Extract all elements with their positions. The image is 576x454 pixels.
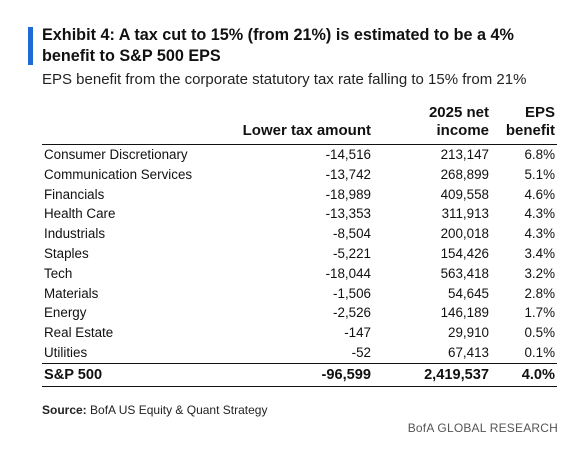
lower-tax-amount: -18,044 [325, 265, 371, 281]
header-eps-benefit-line2: benefit [505, 122, 555, 139]
header-eps-benefit: EPS benefit [491, 104, 557, 145]
lower-tax-amount: -52 [351, 344, 371, 360]
header-net-income: 2025 net income [373, 104, 491, 145]
header-lower-tax-amount: Lower tax amount [218, 104, 373, 145]
lower-tax-amount: -2,526 [333, 305, 371, 321]
net-income: 563,418 [440, 265, 489, 281]
table-row: Consumer Discretionary -14,516 213,147 6.8% [42, 145, 557, 165]
net-income: 154,426 [440, 245, 489, 261]
eps-benefit: 6.8% [524, 147, 555, 162]
net-income: 54,645 [448, 285, 489, 301]
table-row: Materials -1,506 54,645 2.8% [42, 284, 557, 304]
lower-tax-amount: -13,742 [325, 166, 371, 182]
net-income: 409,558 [440, 186, 489, 202]
lower-tax-amount: -1,506 [333, 285, 371, 301]
total-label: S&P 500 [42, 362, 218, 387]
table-row: Energy -2,526 146,189 1.7% [42, 303, 557, 323]
sector-name: Utilities [44, 344, 88, 360]
sector-name: Real Estate [44, 325, 114, 341]
total-row: S&P 500 -96,599 2,419,537 4.0% [42, 362, 557, 387]
sector-name: Staples [44, 245, 89, 261]
net-income: 67,413 [448, 344, 489, 360]
table-row: Staples -5,221 154,426 3.4% [42, 244, 557, 264]
eps-benefit: 4.3% [524, 206, 555, 222]
header-eps-benefit-line1: EPS [524, 104, 555, 121]
sector-name: Communication Services [44, 166, 193, 182]
lower-tax-amount: -14,516 [325, 147, 371, 162]
net-income: 311,913 [441, 206, 489, 222]
total-eps-benefit: 4.0% [491, 362, 557, 387]
brand-label: BofA GLOBAL RESEARCH [407, 421, 558, 435]
source-note: Source: BofA US Equity & Quant Strategy [42, 403, 267, 417]
sector-name: Consumer Discretionary [44, 147, 188, 162]
eps-benefit: 3.2% [524, 265, 555, 281]
net-income: 29,910 [448, 325, 489, 341]
table-row: Tech -18,044 563,418 3.2% [42, 264, 557, 284]
header-net-income-line2: income [436, 122, 489, 139]
total-lower-tax-amount: -96,599 [218, 362, 373, 387]
lower-tax-amount: -5,221 [333, 245, 371, 261]
source-text: BofA US Equity & Quant Strategy [86, 403, 268, 417]
table-row: Utilities -52 67,413 0.1% [42, 343, 557, 363]
eps-benefit: 5.1% [524, 166, 555, 182]
sector-name: Financials [44, 186, 105, 202]
title-accent-bar [28, 27, 33, 65]
net-income: 268,899 [440, 166, 489, 182]
header-net-income-line1: 2025 net [428, 104, 489, 121]
lower-tax-amount: -8,504 [333, 226, 371, 242]
lower-tax-amount: -147 [344, 325, 371, 341]
lower-tax-amount: -18,989 [325, 186, 371, 202]
sector-name: Energy [44, 305, 87, 321]
table-row: Industrials -8,504 200,018 4.3% [42, 224, 557, 244]
eps-benefit: 4.3% [524, 226, 555, 242]
eps-benefit: 1.7% [524, 305, 555, 321]
table-row: Communication Services -13,742 268,899 5.1% [42, 165, 557, 185]
eps-benefit: 4.6% [524, 186, 555, 202]
table-header-row: Lower tax amount 2025 net income EPS benef… [42, 104, 557, 145]
source-label: Source: [42, 403, 87, 417]
lower-tax-amount: -13,353 [325, 206, 371, 222]
sector-name: Industrials [44, 226, 106, 242]
eps-benefit: 0.5% [524, 325, 555, 341]
eps-benefit: 2.8% [524, 285, 555, 301]
total-net-income: 2,419,537 [373, 362, 491, 387]
eps-benefit: 0.1% [524, 344, 555, 360]
exhibit-title: Exhibit 4: A tax cut to 15% (from 21%) i… [42, 26, 514, 65]
header-sector [42, 104, 218, 145]
sector-name: Tech [44, 265, 73, 281]
sector-name: Materials [44, 285, 99, 301]
table-row: Financials -18,989 409,558 4.6% [42, 185, 557, 205]
exhibit-subtitle: EPS benefit from the corporate statutory… [42, 71, 527, 88]
eps-benefit-table: Lower tax amount 2025 net income EPS benef… [42, 104, 557, 387]
table-row: Health Care -13,353 311,913 4.3% [42, 204, 557, 224]
sector-name: Health Care [44, 206, 116, 222]
net-income: 213,147 [440, 147, 489, 162]
net-income: 200,018 [440, 226, 489, 242]
net-income: 146,189 [440, 305, 489, 321]
eps-benefit: 3.4% [524, 245, 555, 261]
table-row: Real Estate -147 29,910 0.5% [42, 323, 557, 343]
